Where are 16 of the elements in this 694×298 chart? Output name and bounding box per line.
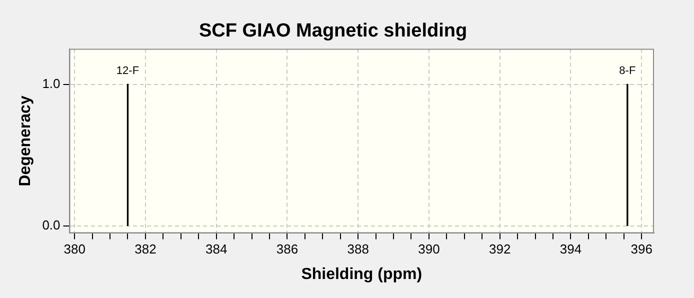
x-tick-label: 382 [134,242,156,257]
annotation: 8-F [619,64,636,77]
y-tick-label: 0.0 [42,218,60,233]
x-axis-title: Shielding (ppm) [301,266,422,283]
x-tick-label: 392 [488,242,511,257]
x-tick-label: 390 [418,242,440,257]
y-axis-title: Degeneracy [17,96,34,186]
x-tick-label: 394 [560,242,582,257]
x-tick-label: 386 [276,242,298,257]
x-tick-label: 384 [205,242,228,257]
x-tick-label: 396 [630,242,652,257]
y-tick-label: 1.0 [42,76,60,91]
annotation: 12-F [116,64,140,77]
x-tick-label: 388 [347,242,369,257]
x-tick-label: 380 [64,242,86,257]
chart-title: SCF GIAO Magnetic shielding [198,20,468,42]
